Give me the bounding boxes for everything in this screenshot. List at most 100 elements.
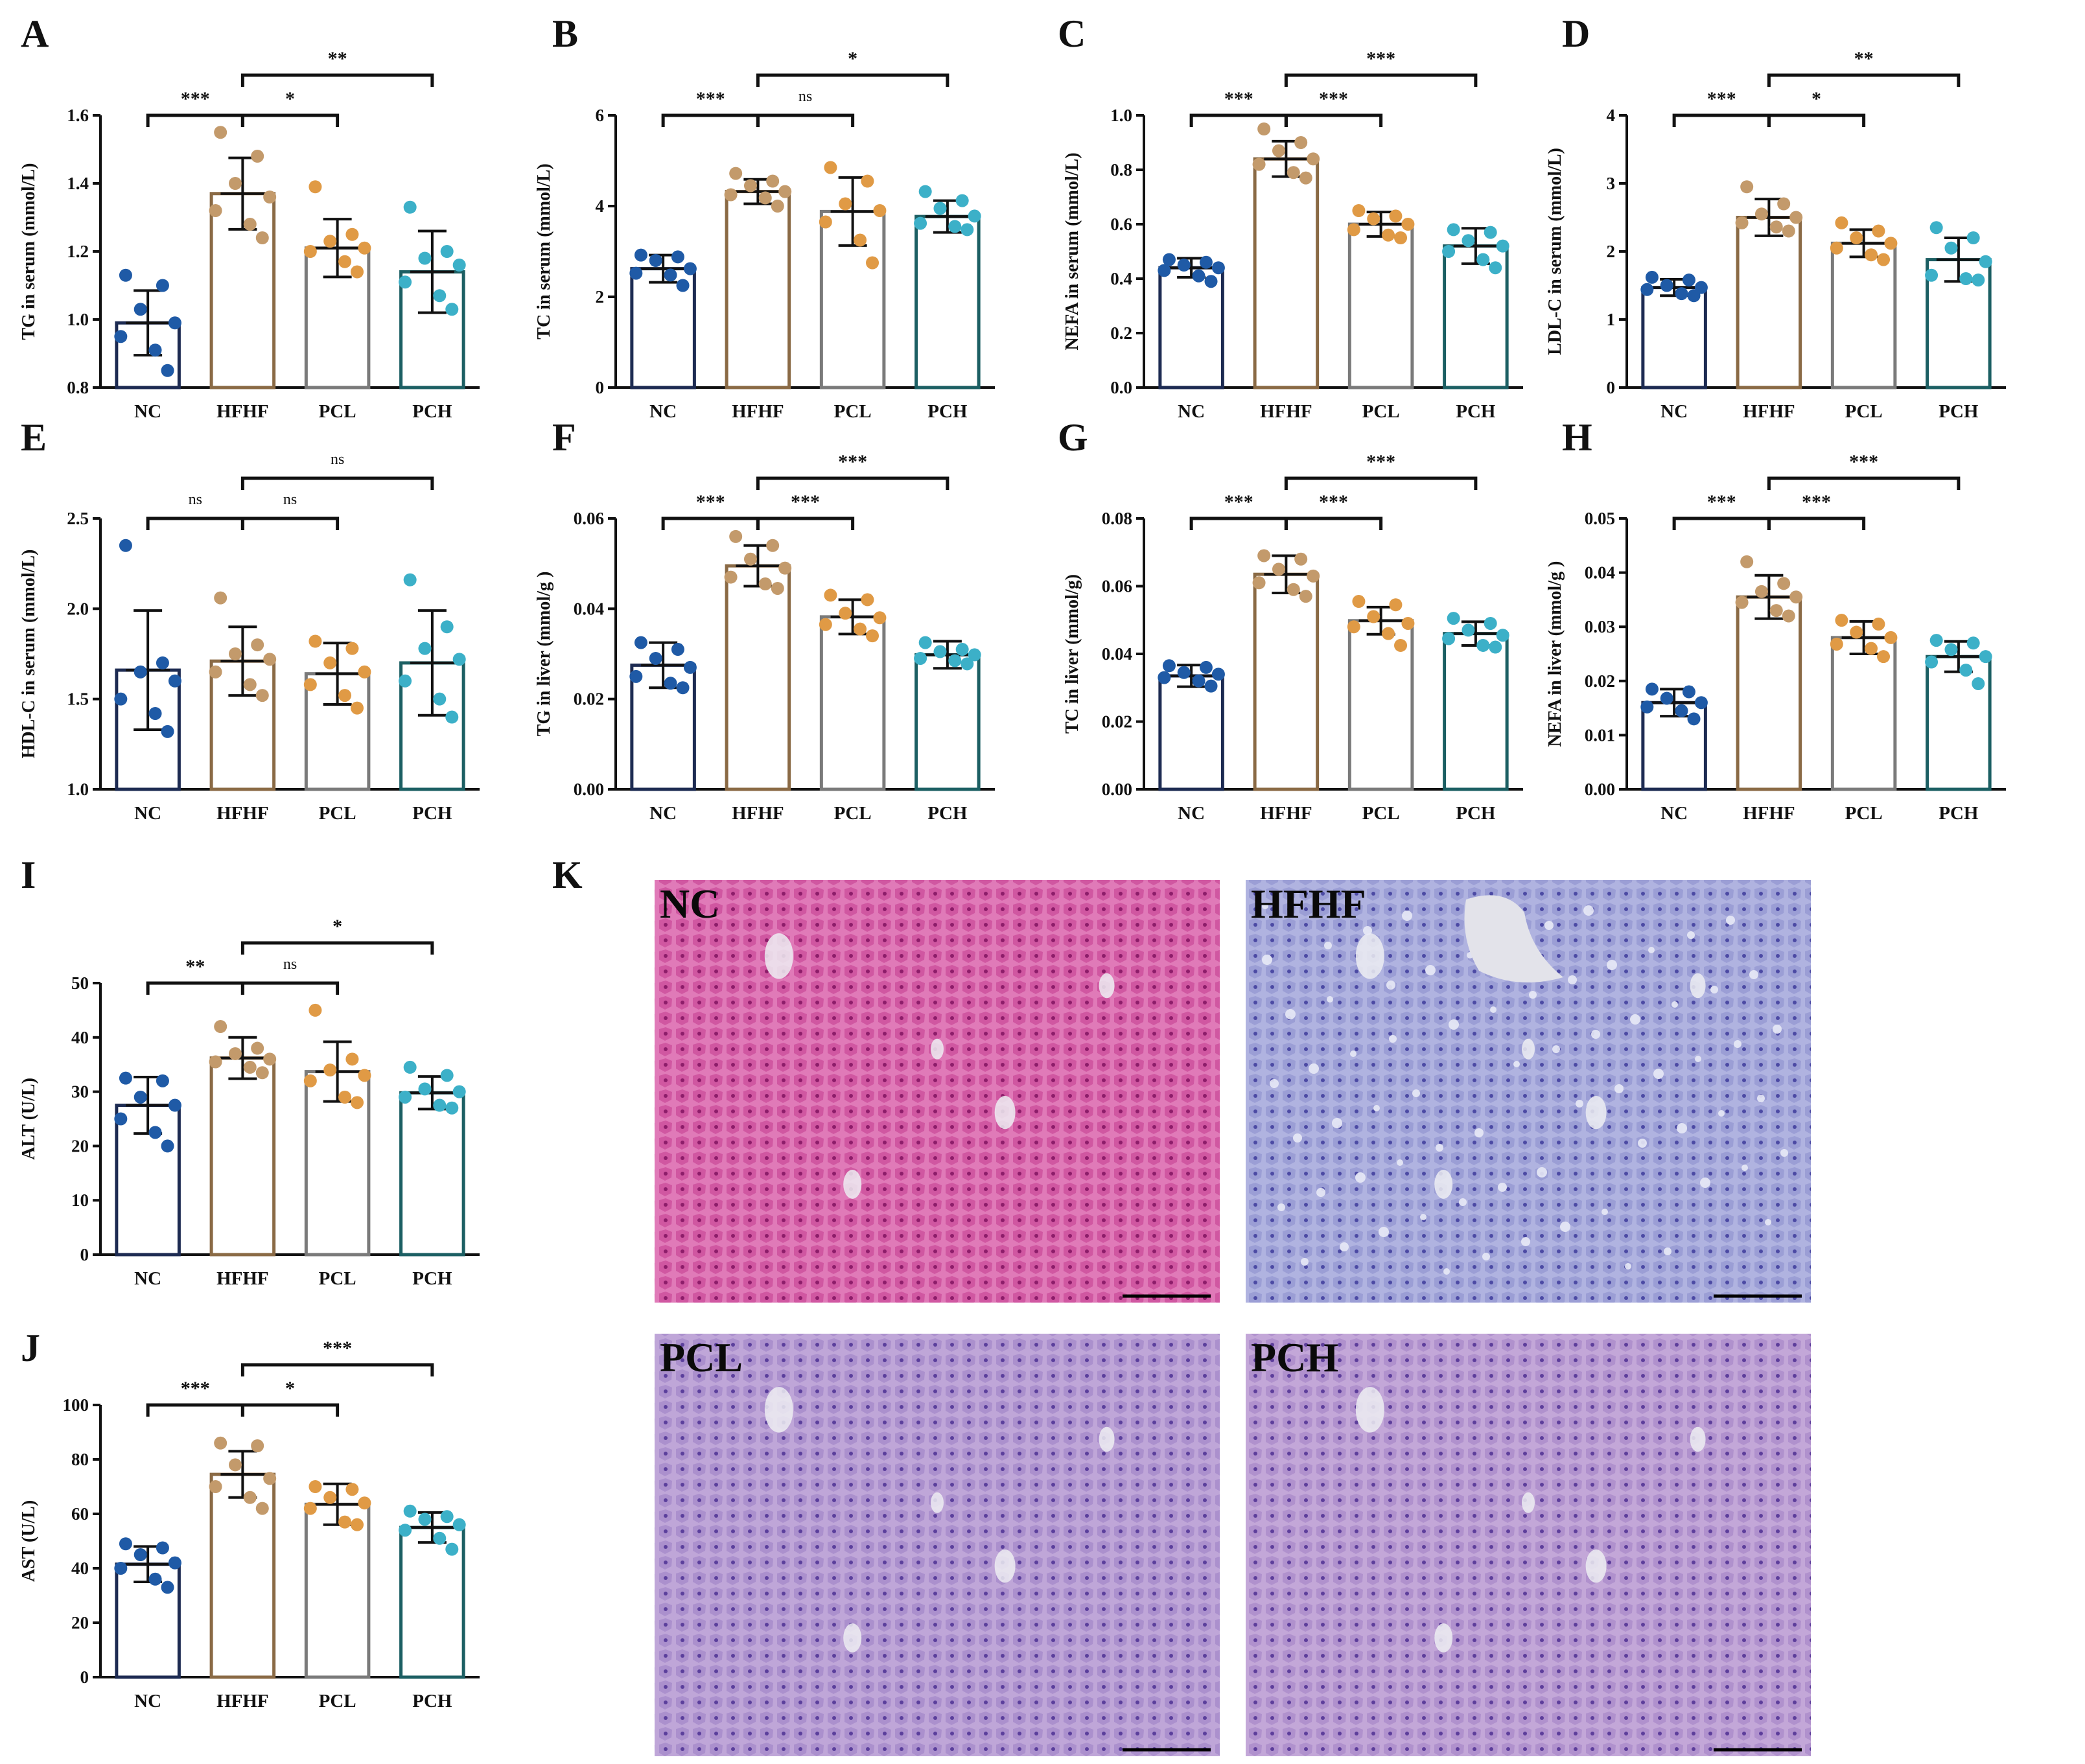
data-point: [766, 539, 780, 552]
data-point: [861, 593, 874, 607]
data-point: [161, 1581, 174, 1594]
panel-letter-B: B: [552, 12, 578, 55]
data-point: [1162, 253, 1176, 266]
data-point: [433, 1098, 447, 1112]
y-tick-label: 0.00: [1585, 780, 1615, 799]
data-point: [345, 642, 359, 655]
significance-bracket: [1672, 516, 1771, 530]
category-label: PCH: [1456, 401, 1496, 422]
data-point: [228, 177, 242, 190]
y-tick-label: 60: [71, 1504, 89, 1524]
data-point: [114, 1562, 128, 1575]
data-point: [1484, 616, 1497, 630]
panel-letter-I: I: [21, 853, 36, 896]
category-label: HFHF: [1743, 803, 1795, 824]
significance-label: ***: [1802, 491, 1831, 513]
data-point: [251, 638, 264, 652]
data-point: [418, 1082, 432, 1096]
bar-charts: ATG in serum (mmol/L)0.81.01.21.41.6NC HF…: [19, 12, 2006, 1712]
y-tick-label: 1.6: [67, 106, 89, 125]
y-axis-label: ALT (U/L): [19, 1078, 39, 1160]
y-tick-label: 0.05: [1585, 509, 1615, 528]
data-point: [263, 1052, 277, 1066]
data-point: [1979, 255, 1992, 268]
lipid-droplet: [1638, 1139, 1647, 1148]
lipid-droplet: [1734, 1040, 1741, 1048]
bar-nc: [1641, 286, 1707, 389]
significance-bracket: [661, 516, 760, 530]
lipid-droplet: [1560, 1222, 1570, 1232]
lipid-droplet: [1757, 1095, 1765, 1102]
y-tick-label: 2: [1607, 242, 1616, 261]
data-point: [263, 1472, 277, 1485]
data-point: [1294, 552, 1308, 566]
y-tick-label: 0.00: [574, 780, 604, 799]
data-point: [358, 241, 371, 255]
data-point: [114, 692, 128, 706]
lipid-droplet: [1529, 991, 1537, 999]
vessel: [764, 933, 793, 979]
data-point: [1735, 216, 1749, 229]
data-point: [433, 289, 447, 303]
significance-label: ns: [283, 491, 297, 508]
data-point: [445, 1101, 459, 1115]
data-point: [1496, 629, 1509, 642]
data-point: [1972, 677, 1985, 690]
data-point: [683, 262, 697, 275]
data-point: [1476, 638, 1490, 652]
chart-G: G TC in liver (mmol/g) 0.00 0.02 0.04 0.06 0.0…: [1058, 416, 1523, 824]
data-point: [671, 643, 684, 656]
bar-pch: [1443, 632, 1509, 791]
histology-panel: K NC HFHF PCL PCH: [552, 853, 1811, 1756]
data-point: [255, 1066, 269, 1080]
data-point: [418, 1513, 432, 1526]
data-point: [1401, 218, 1415, 231]
significance-label: ***: [1849, 451, 1878, 472]
significance-label: **: [185, 956, 205, 977]
category-label: PCH: [1939, 401, 1979, 422]
data-point: [168, 316, 181, 330]
y-tick-label: 10: [71, 1190, 89, 1210]
data-point: [824, 588, 837, 602]
vessel: [1434, 1623, 1453, 1653]
bar-pcl: [1830, 241, 1897, 389]
y-tick-label: 80: [71, 1450, 89, 1469]
category-label: PCH: [1456, 803, 1496, 824]
data-point: [743, 179, 757, 192]
data-point: [403, 573, 417, 586]
data-point: [445, 303, 459, 316]
data-point: [445, 1542, 459, 1556]
data-point: [854, 233, 867, 247]
data-point: [440, 1510, 454, 1524]
data-point: [683, 660, 697, 674]
significance-label: *: [332, 916, 342, 937]
significance-label: ***: [1319, 491, 1348, 513]
lipid-droplet: [1695, 1056, 1701, 1062]
data-point: [209, 665, 222, 679]
data-point: [251, 150, 264, 163]
significance-label: ***: [181, 88, 210, 110]
lipid-droplet: [1277, 1203, 1285, 1211]
data-point: [209, 1055, 222, 1069]
significance-bracket: [1672, 113, 1771, 127]
significance-bracket: [240, 941, 434, 955]
vessel: [1434, 1170, 1453, 1199]
lipid-droplet: [1386, 981, 1395, 990]
data-point: [676, 681, 690, 695]
data-point: [345, 227, 359, 241]
data-point: [1199, 255, 1213, 269]
data-point: [1850, 625, 1863, 639]
data-point: [758, 577, 772, 591]
data-point: [251, 1439, 264, 1452]
data-point: [303, 1074, 317, 1087]
category-label: PCH: [927, 401, 968, 422]
histology-image-hfhf: HFHF: [1246, 880, 1811, 1303]
data-point: [1789, 211, 1803, 224]
panel-letter-D: D: [1562, 12, 1590, 55]
data-point: [440, 620, 454, 634]
lipid-droplet: [1568, 975, 1577, 984]
data-point: [1158, 264, 1171, 277]
lipid-droplet: [1316, 1188, 1325, 1197]
